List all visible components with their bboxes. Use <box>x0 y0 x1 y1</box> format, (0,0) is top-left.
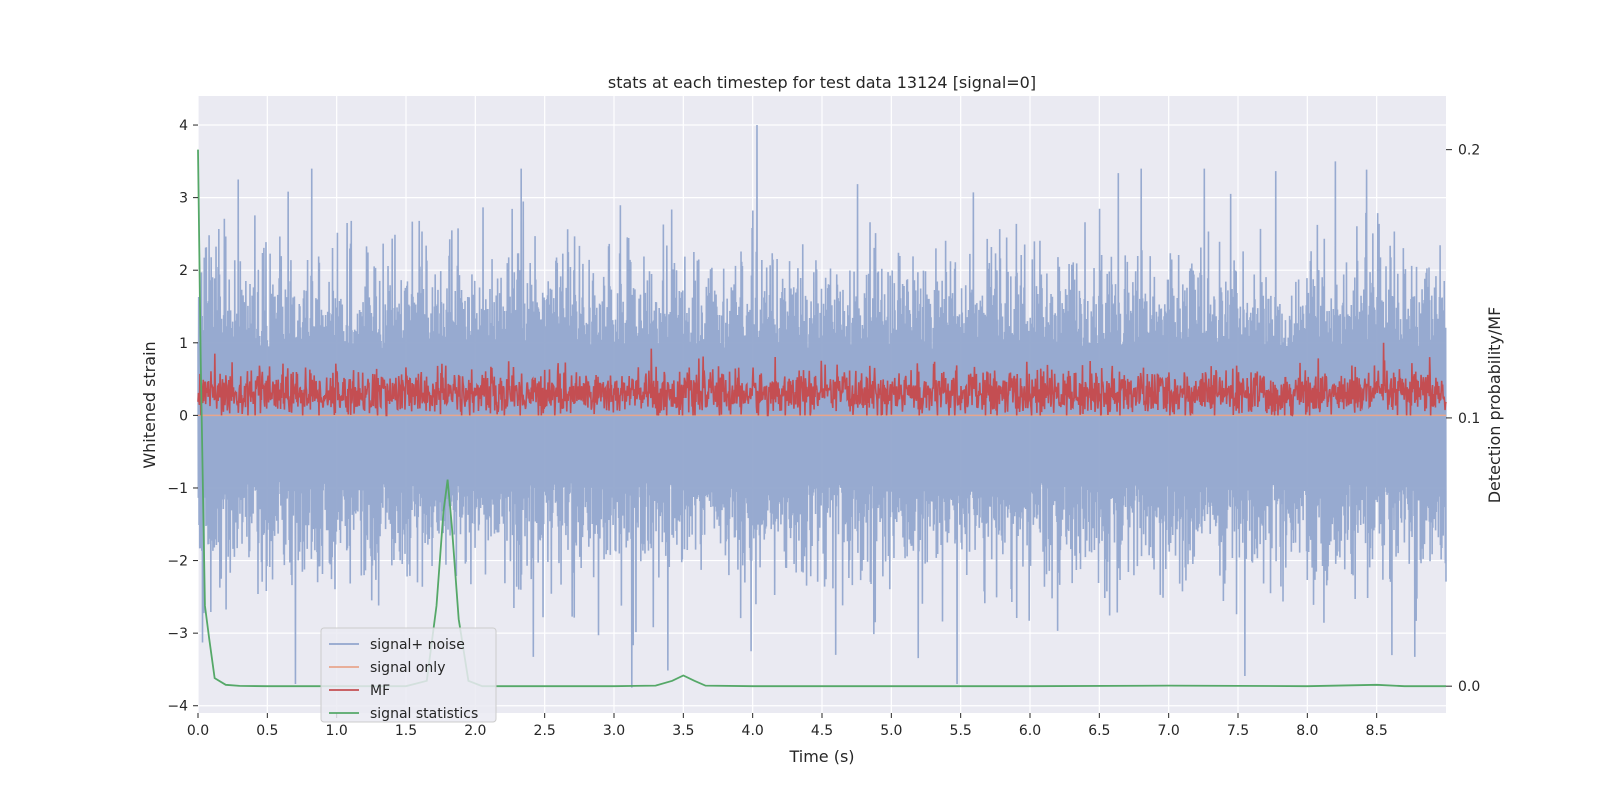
y-tick-label: −2 <box>167 554 188 570</box>
x-tick-label: 3.5 <box>672 723 694 739</box>
y-tick-label: 0 <box>179 408 188 424</box>
x-tick-label: 7.5 <box>1227 723 1249 739</box>
y2-tick-label: 0.0 <box>1458 679 1480 695</box>
y2-axis-label: Detection probability/MF <box>1485 307 1504 504</box>
series-mf <box>197 342 1447 417</box>
x-tick-label: 8.0 <box>1296 723 1318 739</box>
x-tick-label: 0.0 <box>187 723 209 739</box>
y-tick-label: 2 <box>179 263 188 279</box>
x-tick-label: 2.0 <box>464 723 486 739</box>
x-tick-label: 8.5 <box>1366 723 1388 739</box>
y-tick-label: −3 <box>167 626 188 642</box>
chart-title: stats at each timestep for test data 131… <box>608 73 1036 92</box>
x-tick-label: 5.5 <box>950 723 972 739</box>
y2-tick-label: 0.1 <box>1458 411 1480 427</box>
y-tick-label: −4 <box>167 699 188 715</box>
x-tick-label: 4.0 <box>742 723 764 739</box>
x-tick-label: 6.5 <box>1088 723 1110 739</box>
y-tick-label: −1 <box>167 481 188 497</box>
legend-label: MF <box>370 683 390 699</box>
x-tick-label: 4.5 <box>811 723 833 739</box>
legend: signal+ noise signal only MF signal statist… <box>320 627 497 723</box>
x-tick-label: 6.0 <box>1019 723 1041 739</box>
y-ticks: 4 3 2 1 0 −1 −2 −3 −4 <box>167 118 198 715</box>
x-ticks: 0.0 0.5 1.0 1.5 2.0 2.5 3.0 3.5 4.0 4.5 5.0 5.5 6.0 6… <box>187 713 1388 739</box>
legend-label: signal+ noise <box>370 637 465 653</box>
y-tick-label: 3 <box>179 191 188 207</box>
x-tick-label: 5.0 <box>880 723 902 739</box>
legend-label: signal statistics <box>370 706 478 722</box>
x-tick-label: 1.5 <box>395 723 417 739</box>
y-tick-label: 1 <box>179 336 188 352</box>
x-tick-label: 2.5 <box>534 723 556 739</box>
legend-label: signal only <box>370 660 445 676</box>
x-tick-label: 1.0 <box>326 723 348 739</box>
x-tick-label: 3.0 <box>603 723 625 739</box>
y-tick-label: 4 <box>179 118 188 134</box>
y-axis-label: Whitened strain <box>140 341 159 468</box>
legend-box <box>320 627 497 723</box>
x-tick-label: 0.5 <box>256 723 278 739</box>
y2-tick-label: 0.2 <box>1458 143 1480 159</box>
x-tick-label: 7.0 <box>1158 723 1180 739</box>
x-axis-label: Time (s) <box>788 747 854 766</box>
y2-ticks: 0.2 0.1 0.0 <box>1446 143 1480 695</box>
